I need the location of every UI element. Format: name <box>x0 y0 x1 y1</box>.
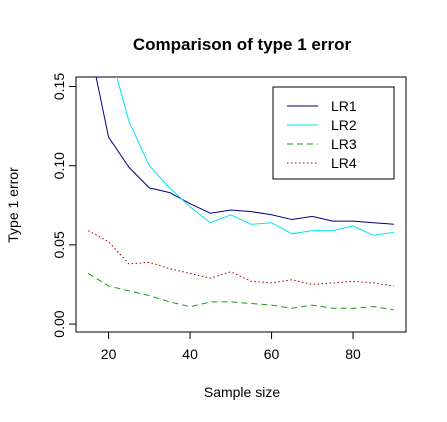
y-axis: 0.00 0.05 0.10 0.15 <box>51 73 76 338</box>
legend-label-lr3: LR3 <box>331 136 357 152</box>
chart-title: Comparison of type 1 error <box>133 35 352 54</box>
y-tick-label: 0.15 <box>51 73 67 100</box>
plot-frame <box>75 76 407 333</box>
x-tick-label: 80 <box>345 346 361 362</box>
y-tick-label: 0.05 <box>51 231 67 258</box>
legend-label-lr2: LR2 <box>331 117 357 133</box>
x-tick-label: 20 <box>101 346 117 362</box>
y-axis-label: Type 1 error <box>5 167 21 243</box>
legend: LR1 LR2 LR3 LR4 <box>272 86 395 180</box>
x-axis: 20 40 60 80 <box>101 332 361 362</box>
legend-label-lr1: LR1 <box>331 98 357 114</box>
series-line-lr3 <box>87 272 394 311</box>
x-tick-label: 60 <box>264 346 280 362</box>
legend-label-lr4: LR4 <box>331 155 357 171</box>
y-tick-label: 0.00 <box>51 310 67 337</box>
x-tick-label: 40 <box>182 346 198 362</box>
series-line-lr2 <box>116 77 394 236</box>
series-line-lr4 <box>87 230 394 287</box>
y-tick-label: 0.10 <box>51 152 67 179</box>
series-layer <box>87 77 394 311</box>
x-axis-label: Sample size <box>204 384 280 400</box>
series-line-lr1 <box>95 77 394 225</box>
legend-box <box>272 86 395 180</box>
